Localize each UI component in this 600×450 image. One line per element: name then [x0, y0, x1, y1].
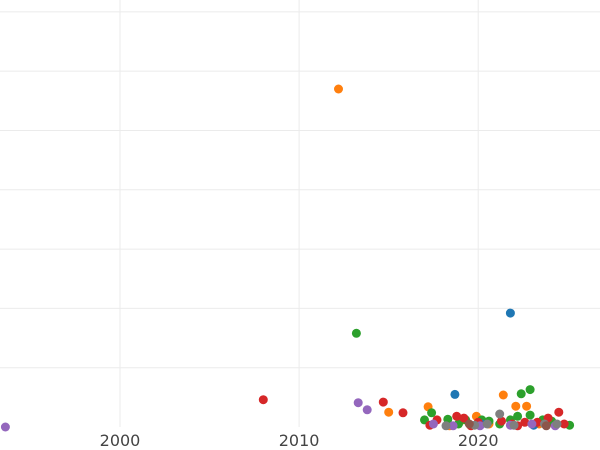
data-point: [427, 408, 437, 418]
data-point: [497, 416, 506, 426]
data-point: [509, 420, 519, 430]
data-point: [384, 407, 394, 417]
data-point: [516, 389, 526, 399]
data-point: [511, 401, 521, 411]
data-point: [464, 419, 474, 429]
data-point: [527, 419, 537, 429]
data-point: [441, 421, 451, 431]
x-tick-label: 2000: [100, 431, 141, 450]
x-axis-tick-labels: 2000 2010 2020: [100, 431, 499, 450]
data-point: [482, 419, 492, 429]
data-point: [351, 328, 361, 338]
data-point: [522, 401, 532, 411]
data-point: [552, 419, 562, 429]
data-point: [541, 421, 551, 431]
data-point: [505, 308, 515, 318]
data-point: [258, 395, 268, 405]
data-point: [495, 409, 505, 419]
data-point: [378, 397, 388, 407]
data-points: [0, 84, 575, 432]
x-tick-label: 2010: [279, 431, 320, 450]
data-point: [525, 385, 535, 395]
data-point: [513, 411, 523, 421]
plot-background: [0, 0, 600, 427]
data-point: [0, 422, 10, 432]
data-point: [353, 398, 363, 408]
data-point: [398, 408, 408, 418]
data-point: [520, 417, 530, 427]
x-tick-label: 2020: [458, 431, 499, 450]
data-point: [459, 413, 469, 423]
data-point: [448, 421, 458, 431]
data-point: [452, 411, 462, 421]
data-point: [525, 410, 535, 420]
data-point: [498, 390, 508, 400]
data-point: [428, 419, 438, 429]
data-point: [559, 419, 569, 429]
data-point: [362, 405, 372, 415]
grid-lines: [0, 0, 600, 427]
data-point: [450, 389, 460, 399]
data-point: [554, 407, 564, 417]
data-point: [334, 84, 343, 94]
